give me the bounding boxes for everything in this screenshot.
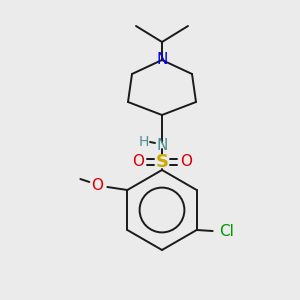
Text: Cl: Cl [219,224,234,239]
Text: S: S [155,153,169,171]
Text: O: O [92,178,104,193]
Text: O: O [180,154,192,169]
Text: O: O [132,154,144,169]
Text: H: H [139,135,149,149]
Text: N: N [156,137,168,152]
Text: N: N [156,52,168,68]
